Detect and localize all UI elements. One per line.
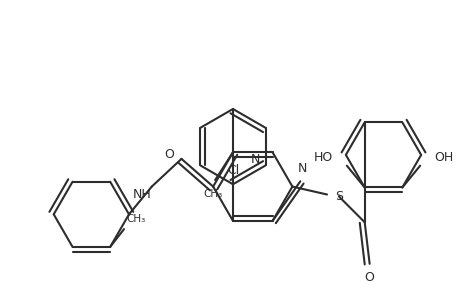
Text: S: S — [335, 190, 343, 203]
Text: N: N — [251, 153, 260, 166]
Text: CH₃: CH₃ — [204, 189, 223, 199]
Text: O: O — [365, 271, 375, 284]
Text: N: N — [298, 162, 307, 175]
Text: OH: OH — [434, 151, 453, 164]
Text: HO: HO — [314, 151, 333, 164]
Text: NH: NH — [132, 188, 151, 201]
Text: CH₃: CH₃ — [126, 214, 145, 224]
Text: O: O — [165, 148, 175, 161]
Text: Cl: Cl — [227, 164, 239, 177]
